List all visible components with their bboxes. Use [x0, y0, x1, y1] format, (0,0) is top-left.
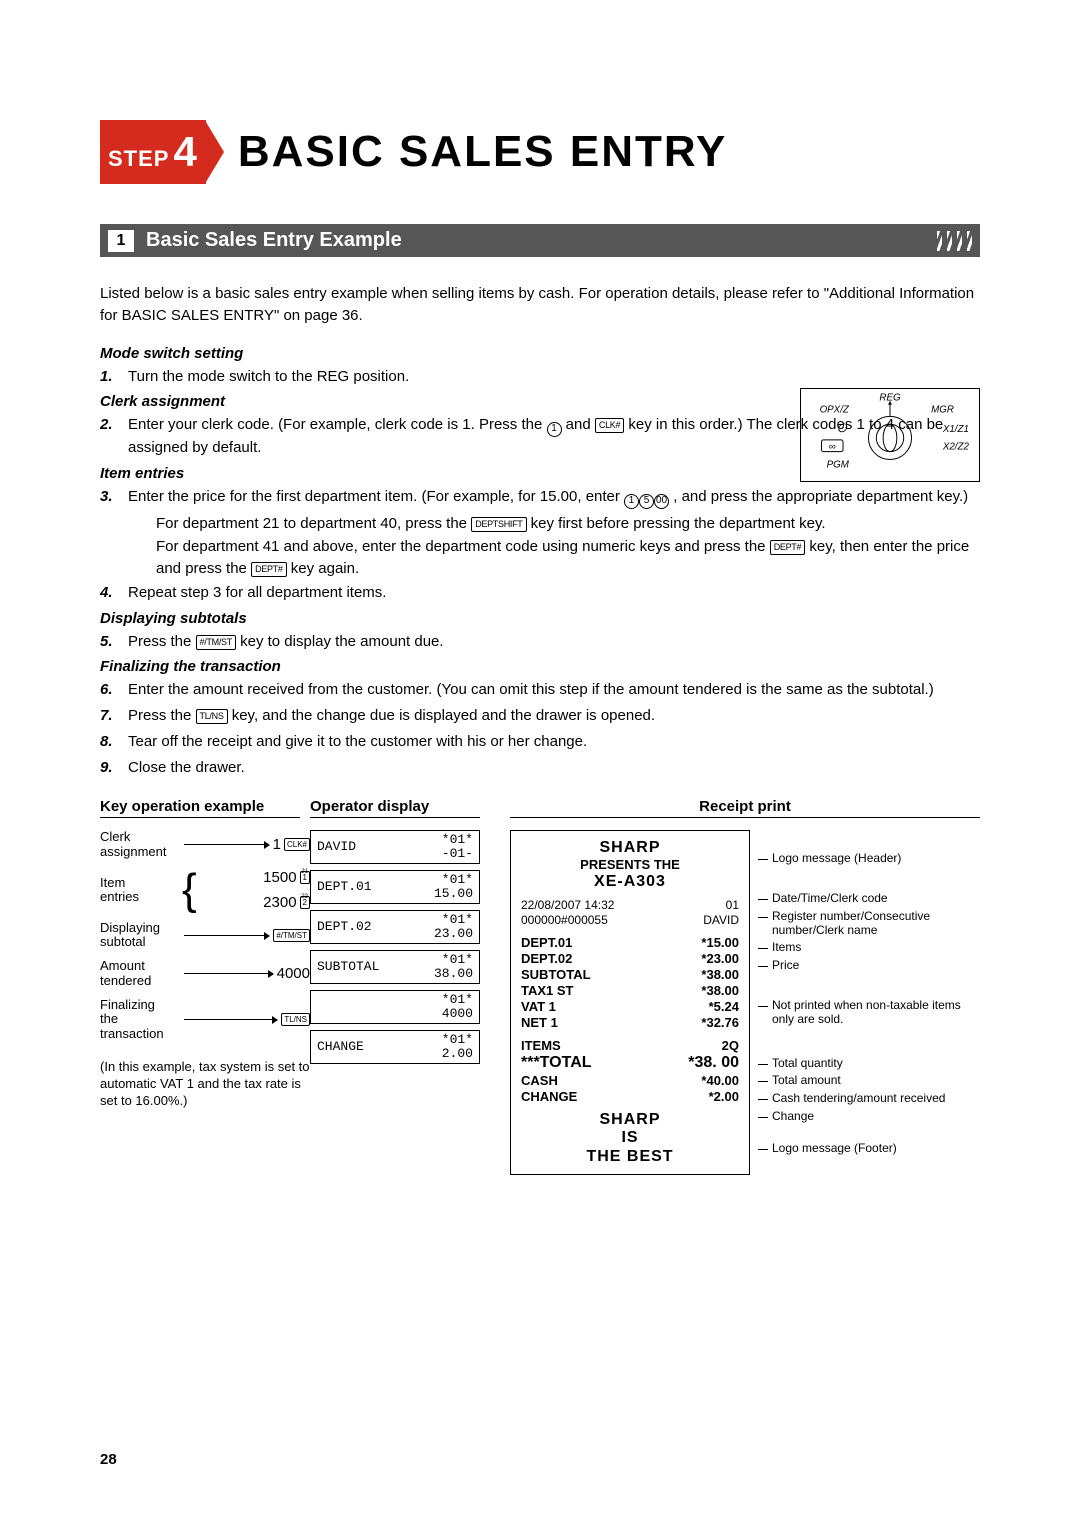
receipt-row: TAX1 ST*38.00 — [521, 983, 739, 998]
keyop-fin-lbl: Finalizing the transaction — [100, 998, 180, 1041]
key-clk-icon: CLK# — [595, 418, 624, 433]
section-bar: 1 Basic Sales Entry Example — [100, 224, 980, 257]
lcd-row: DAVID*01*-01- — [310, 830, 480, 864]
step-6: 6.Enter the amount received from the cus… — [100, 679, 980, 701]
step-3-text: Enter the price for the first department… — [128, 486, 968, 509]
annot-price: Price — [758, 959, 980, 973]
tax-note: (In this example, tax system is set to a… — [100, 1059, 310, 1110]
step-8-text: Tear off the receipt and give it to the … — [128, 731, 587, 753]
step-4: 4.Repeat step 3 for all department items… — [100, 582, 980, 604]
mode-dial-diagram: REG OPX/Z MGR X1/Z1 X2/Z2 PGM ⏻ ∞ — [800, 388, 980, 482]
svg-text:∞: ∞ — [829, 442, 836, 453]
annot-regnum: Register number/Consecutive number/Clerk… — [758, 910, 980, 938]
header-opdisp: Operator display — [310, 798, 480, 818]
key-00-icon: 00 — [654, 494, 669, 509]
receipt-column: SHARP PRESENTS THE XE-A303 22/08/2007 14… — [510, 830, 980, 1175]
receipt-presents: PRESENTS THE — [521, 858, 739, 873]
keyop-clerk-lbl: Clerk assignment — [100, 830, 180, 859]
svg-text:X1/Z1: X1/Z1 — [942, 424, 969, 435]
receipt-row: NET 1*32.76 — [521, 1015, 739, 1030]
lcd-row: *01*4000 — [310, 990, 480, 1024]
key-1-icon: 1 — [624, 494, 639, 509]
key-operation-column: Clerk assignment1 CLK# Item entries { 15… — [100, 830, 310, 1175]
example-headers: Key operation example Operator display R… — [100, 798, 980, 818]
keyop-item-lbl: Item entries — [100, 876, 180, 905]
receipt-model: XE-A303 — [521, 873, 739, 891]
svg-text:⏻: ⏻ — [837, 422, 848, 435]
receipt-annotations: Logo message (Header) Date/Time/Clerk co… — [758, 830, 980, 1175]
subhead-subtotal: Displaying subtotals — [100, 610, 980, 627]
step-7: 7. Press the TL/NS key, and the change d… — [100, 705, 980, 727]
step-label: STEP — [108, 146, 169, 172]
svg-text:OPX/Z: OPX/Z — [820, 404, 850, 415]
page-number: 28 — [100, 1451, 117, 1468]
receipt-row: DEPT.01*15.00 — [521, 935, 739, 950]
step-num: 4 — [173, 128, 197, 176]
receipt-row: VAT 1*5.24 — [521, 999, 739, 1014]
key-depthash-icon: DEPT# — [251, 562, 287, 577]
step-1-text: Turn the mode switch to the REG position… — [128, 366, 409, 388]
stripes-icon — [937, 231, 972, 251]
page-title: BASIC SALES ENTRY — [238, 127, 728, 177]
lcd-row: DEPT.01*01*15.00 — [310, 870, 480, 904]
receipt-row: DEPT.02*23.00 — [521, 951, 739, 966]
step-header: STEP 4 BASIC SALES ENTRY — [100, 120, 980, 184]
annot-tax: Not printed when non-taxable items only … — [758, 999, 980, 1027]
svg-text:X2/Z2: X2/Z2 — [942, 442, 970, 453]
step-arrow-icon — [206, 122, 224, 182]
step-1: 1.Turn the mode switch to the REG positi… — [100, 366, 980, 388]
key-deptshift-icon: DEPTSHIFT — [471, 517, 526, 532]
step-9-text: Close the drawer. — [128, 757, 245, 779]
header-receipt: Receipt print — [510, 798, 980, 818]
header-keyop: Key operation example — [100, 798, 300, 818]
step-6-text: Enter the amount received from the custo… — [128, 679, 934, 701]
brace-icon: { — [182, 877, 197, 903]
step-8: 8.Tear off the receipt and give it to th… — [100, 731, 980, 753]
lcd-row: CHANGE*01*2.00 — [310, 1030, 480, 1064]
step-badge: STEP 4 — [100, 120, 206, 184]
example-row: Clerk assignment1 CLK# Item entries { 15… — [100, 830, 980, 1175]
key-depthash-icon: DEPT# — [770, 540, 806, 555]
section-num: 1 — [108, 230, 134, 252]
key-tmst-icon: #/TM/ST — [196, 635, 236, 650]
intro-text: Listed below is a basic sales entry exam… — [100, 283, 980, 327]
annot-total: Total amount — [758, 1074, 980, 1088]
lcd-row: DEPT.02*01*23.00 — [310, 910, 480, 944]
key-tlns-icon: TL/NS — [196, 709, 228, 724]
operator-display-column: DAVID*01*-01- DEPT.01*01*15.00 DEPT.02*01*… — [310, 830, 480, 1175]
step-3-indent1: For department 21 to department 40, pres… — [156, 513, 980, 535]
lcd-row: SUBTOTAL*01*38.00 — [310, 950, 480, 984]
keyop-sub-lbl: Displaying subtotal — [100, 921, 180, 950]
svg-text:PGM: PGM — [827, 459, 850, 470]
step-4-text: Repeat step 3 for all department items. — [128, 582, 386, 604]
receipt-print: SHARP PRESENTS THE XE-A303 22/08/2007 14… — [510, 830, 750, 1175]
annot-datetime: Date/Time/Clerk code — [758, 892, 980, 906]
subhead-final: Finalizing the transaction — [100, 658, 980, 675]
step-5-text: Press the #/TM/ST key to display the amo… — [128, 631, 444, 653]
svg-text:MGR: MGR — [931, 404, 954, 415]
key-5-icon: 5 — [639, 494, 654, 509]
annot-footer: Logo message (Footer) — [758, 1142, 980, 1156]
annot-cash: Cash tendering/amount received — [758, 1092, 980, 1106]
step-5: 5. Press the #/TM/ST key to display the … — [100, 631, 980, 653]
keyop-amt-lbl: Amount tendered — [100, 959, 180, 988]
step-3: 3. Enter the price for the first departm… — [100, 486, 980, 509]
annot-qty: Total quantity — [758, 1057, 980, 1071]
receipt-row: SUBTOTAL*38.00 — [521, 967, 739, 982]
receipt-brand: SHARP — [521, 839, 739, 857]
step-7-text: Press the TL/NS key, and the change due … — [128, 705, 655, 727]
subhead-mode: Mode switch setting — [100, 345, 980, 362]
step-3-indent2: For department 41 and above, enter the d… — [156, 536, 980, 580]
step-9: 9.Close the drawer. — [100, 757, 980, 779]
key-1-icon: 1 — [547, 422, 562, 437]
annot-change: Change — [758, 1110, 980, 1124]
annot-items: Items — [758, 941, 980, 955]
section-title: Basic Sales Entry Example — [146, 229, 937, 252]
annot-header: Logo message (Header) — [758, 852, 980, 866]
